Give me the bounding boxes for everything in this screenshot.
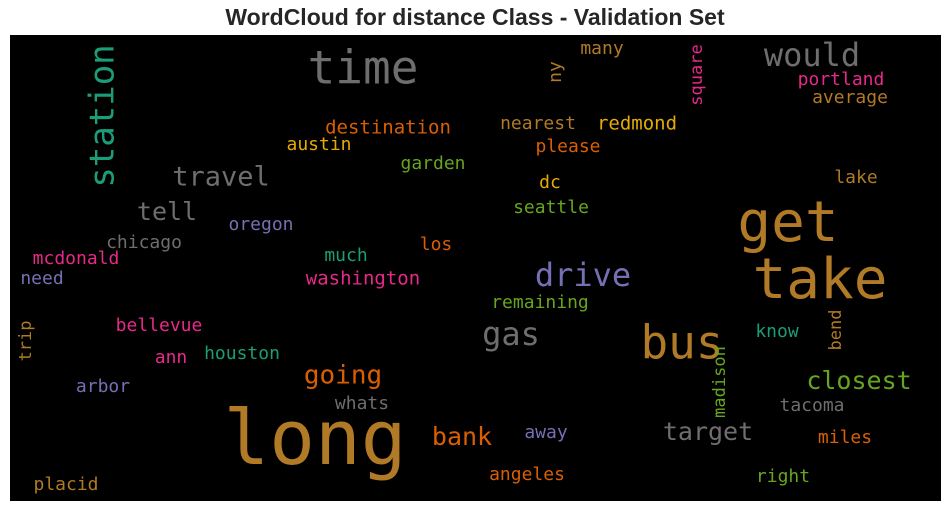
word-lake: lake <box>834 167 877 188</box>
word-los: los <box>420 234 453 255</box>
word-square: square <box>687 44 707 105</box>
word-right: right <box>756 466 810 487</box>
word-time: time <box>308 41 419 95</box>
word-remaining: remaining <box>491 292 589 313</box>
word-bus: bus <box>640 316 723 370</box>
word-bend: bend <box>826 310 846 351</box>
word-gas: gas <box>482 315 540 353</box>
word-mcdonald: mcdonald <box>33 248 120 269</box>
word-oregon: oregon <box>228 214 293 235</box>
word-average: average <box>812 87 888 108</box>
word-drive: drive <box>535 256 631 294</box>
word-away: away <box>524 422 568 443</box>
word-tacoma: tacoma <box>779 395 844 416</box>
word-long: long <box>223 393 406 482</box>
word-need: need <box>20 268 63 289</box>
word-please: please <box>535 136 600 157</box>
word-would: would <box>764 36 860 74</box>
word-many: many <box>580 38 624 59</box>
word-washington: washington <box>306 268 420 290</box>
word-dc: dc <box>539 172 561 193</box>
word-destination: destination <box>325 117 451 139</box>
word-placid: placid <box>33 474 98 495</box>
word-closest: closest <box>806 366 911 395</box>
word-garden: garden <box>400 153 465 174</box>
word-much: much <box>324 245 367 266</box>
word-bellevue: bellevue <box>116 315 203 336</box>
word-station: station <box>83 44 123 187</box>
chart-title: WordCloud for distance Class - Validatio… <box>225 4 725 30</box>
word-take: take <box>753 247 888 312</box>
word-know: know <box>755 321 799 342</box>
word-arbor: arbor <box>76 376 130 397</box>
word-austin: austin <box>286 134 351 155</box>
wordcloud-canvas: long time take get bus station drive would gas tr… <box>10 35 941 501</box>
word-miles: miles <box>818 427 872 448</box>
word-travel: travel <box>172 162 270 193</box>
word-houston: houston <box>204 343 280 364</box>
word-whats: whats <box>335 393 389 414</box>
word-ny: ny <box>545 61 566 83</box>
word-redmond: redmond <box>597 113 677 135</box>
word-tell: tell <box>137 197 197 226</box>
word-chicago: chicago <box>106 232 182 253</box>
word-target: target <box>663 417 753 446</box>
word-angeles: angeles <box>489 464 565 485</box>
word-nearest: nearest <box>500 113 576 134</box>
word-seattle: seattle <box>513 197 589 218</box>
word-portland: portland <box>798 69 885 90</box>
word-trip: trip <box>16 321 36 362</box>
word-bank: bank <box>432 422 492 451</box>
word-madison: madison <box>710 346 730 418</box>
word-going: going <box>304 361 382 391</box>
word-ann: ann <box>155 347 188 368</box>
word-get: get <box>737 190 838 255</box>
